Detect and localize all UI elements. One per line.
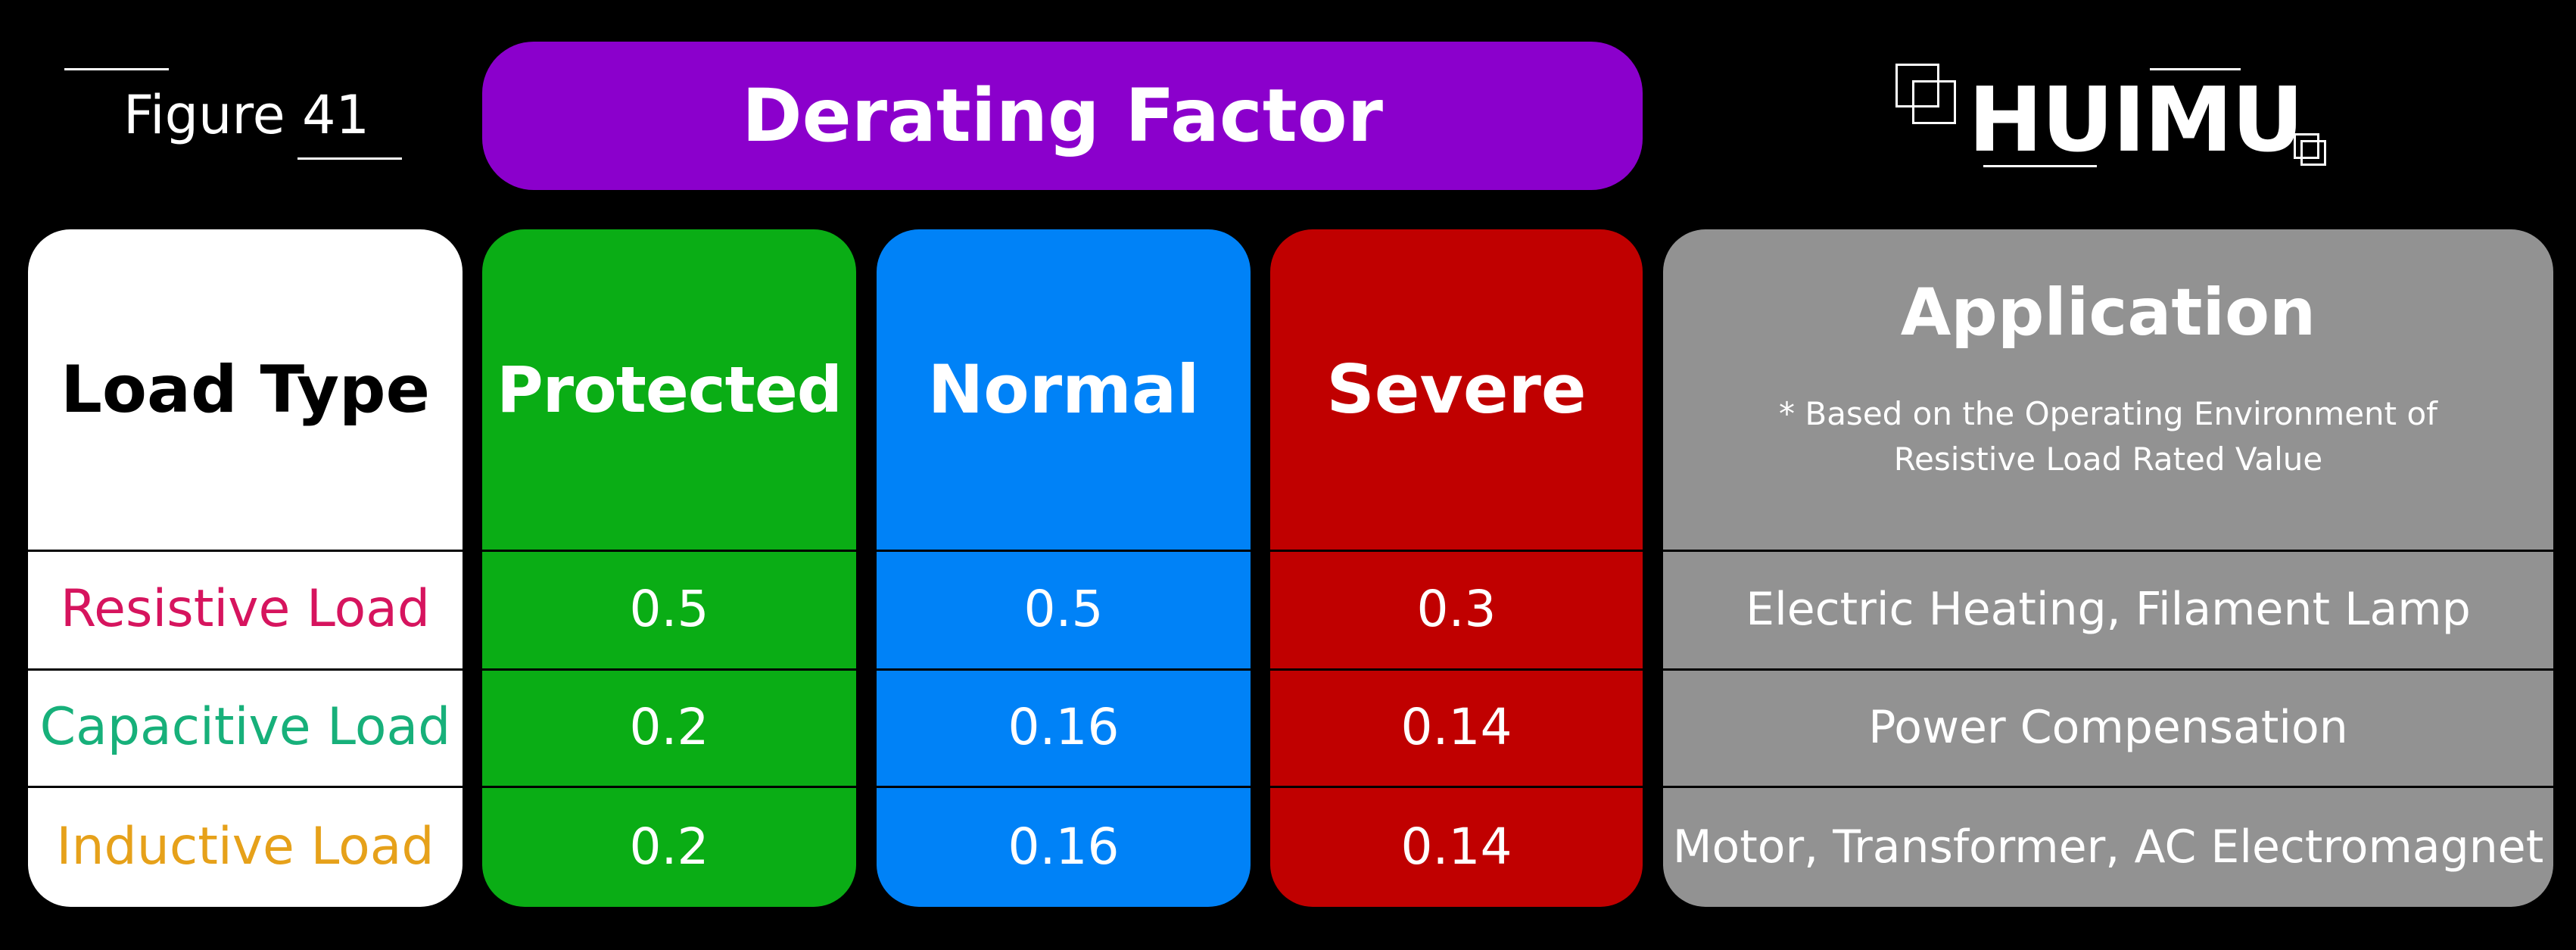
- row-divider: [877, 668, 1251, 671]
- header-normal: Normal: [927, 350, 1200, 428]
- column-header: Application * Based on the Operating Env…: [1663, 229, 2553, 550]
- value-severe-capacitive: 0.14: [1400, 698, 1512, 756]
- row-divider: [1270, 786, 1643, 788]
- application-note: * Based on the Operating Environment of …: [1779, 391, 2437, 482]
- table-cell: 0.14: [1270, 670, 1643, 785]
- row-divider: [877, 786, 1251, 788]
- value-protected-resistive: 0.5: [629, 579, 709, 638]
- title-banner: Derating Factor: [482, 42, 1643, 190]
- table-cell: Resistive Load: [28, 550, 463, 668]
- value-protected-inductive: 0.2: [629, 818, 709, 876]
- value-severe-resistive: 0.3: [1416, 579, 1497, 638]
- table-cell: Inductive Load: [28, 787, 463, 907]
- logo-square-icon: [1895, 64, 1939, 107]
- header-load-type: Load Type: [61, 352, 430, 428]
- column-normal: Normal 0.5 0.16 0.16: [877, 229, 1251, 907]
- table-cell: 0.16: [877, 670, 1251, 785]
- load-type-resistive: Resistive Load: [60, 578, 431, 639]
- application-inductive: Motor, Transformer, AC Electromagnet: [1672, 821, 2544, 874]
- row-divider: [28, 550, 463, 552]
- row-divider: [1270, 550, 1643, 552]
- table-cell: Power Compensation: [1663, 670, 2553, 785]
- column-header: Normal: [877, 229, 1251, 550]
- value-protected-capacitive: 0.2: [629, 698, 709, 756]
- value-normal-inductive: 0.16: [1008, 818, 1120, 876]
- figure-label-text: Figure 41: [123, 84, 370, 146]
- logo-wordmark: HUIMU: [1968, 67, 2304, 172]
- figure-label: Figure 41: [64, 68, 405, 160]
- header-severe: Severe: [1326, 350, 1587, 428]
- row-divider: [28, 668, 463, 671]
- brand-logo: HUIMU: [1892, 61, 2347, 174]
- application-note-line: Resistive Load Rated Value: [1893, 441, 2323, 478]
- row-divider: [1270, 668, 1643, 671]
- table-cell: 0.3: [1270, 550, 1643, 668]
- header-application: Application: [1900, 275, 2316, 350]
- application-capacitive: Power Compensation: [1868, 701, 2348, 754]
- header-protected: Protected: [497, 353, 843, 427]
- column-application: Application * Based on the Operating Env…: [1663, 229, 2553, 907]
- value-normal-resistive: 0.5: [1023, 579, 1104, 638]
- value-severe-inductive: 0.14: [1400, 818, 1512, 876]
- application-resistive: Electric Heating, Filament Lamp: [1746, 582, 2471, 636]
- row-divider: [482, 786, 856, 788]
- column-header: Protected: [482, 229, 856, 550]
- row-divider: [1663, 668, 2553, 671]
- table-cell: Motor, Transformer, AC Electromagnet: [1663, 787, 2553, 907]
- table-cell: 0.16: [877, 787, 1251, 907]
- table-cell: Electric Heating, Filament Lamp: [1663, 550, 2553, 668]
- table-cell: 0.5: [877, 550, 1251, 668]
- load-type-capacitive: Capacitive Load: [39, 697, 451, 757]
- logo-rule-bottom: [1983, 165, 2097, 167]
- page-title: Derating Factor: [741, 73, 1384, 158]
- value-normal-capacitive: 0.16: [1008, 698, 1120, 756]
- column-header: Severe: [1270, 229, 1643, 550]
- table-cell: 0.2: [482, 670, 856, 785]
- row-divider: [482, 550, 856, 552]
- column-load-type: Load Type Resistive Load Capacitive Load…: [28, 229, 463, 907]
- logo-small-square-icon: [2294, 133, 2319, 159]
- row-divider: [28, 786, 463, 788]
- logo-rule-top: [2150, 68, 2241, 70]
- logo-small-square-icon: [2300, 140, 2326, 166]
- column-protected: Protected 0.5 0.2 0.2: [482, 229, 856, 907]
- application-note-line: * Based on the Operating Environment of: [1779, 395, 2437, 432]
- table-cell: 0.5: [482, 550, 856, 668]
- row-divider: [482, 668, 856, 671]
- logo-square-icon: [1912, 80, 1956, 124]
- table-cell: 0.2: [482, 787, 856, 907]
- table-cell: 0.14: [1270, 787, 1643, 907]
- column-severe: Severe 0.3 0.14 0.14: [1270, 229, 1643, 907]
- row-divider: [877, 550, 1251, 552]
- row-divider: [1663, 550, 2553, 552]
- load-type-inductive: Inductive Load: [56, 817, 435, 877]
- row-divider: [1663, 786, 2553, 788]
- figure-label-rule-bottom: [297, 157, 402, 160]
- column-header: Load Type: [28, 229, 463, 550]
- figure-label-rule-top: [64, 68, 169, 70]
- table-cell: Capacitive Load: [28, 670, 463, 785]
